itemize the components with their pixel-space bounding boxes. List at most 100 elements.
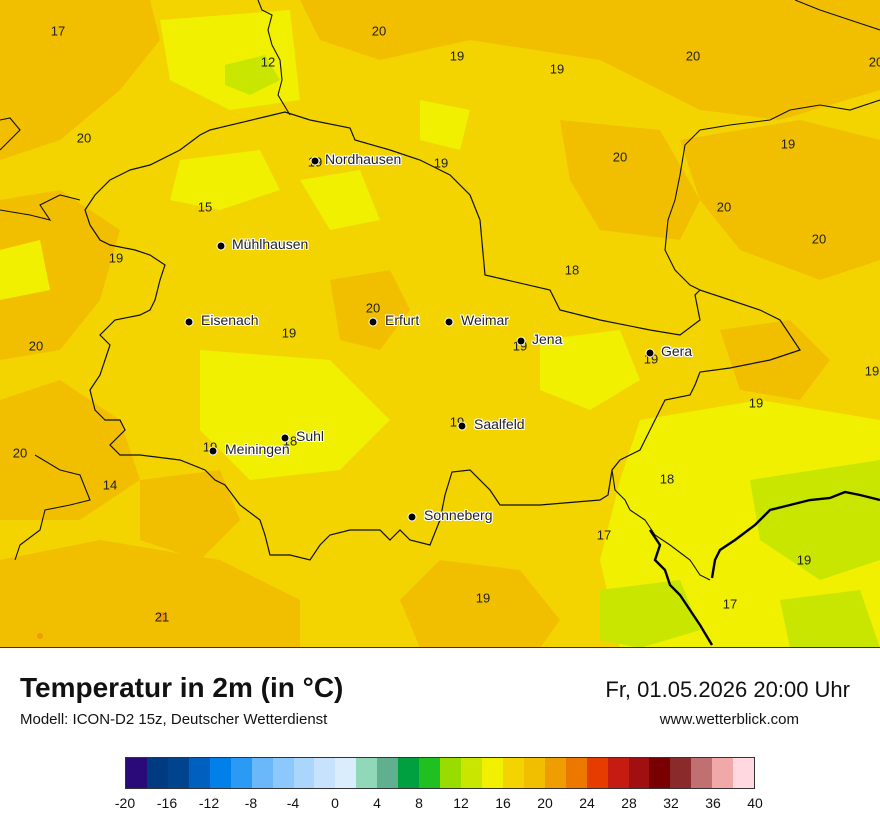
value-label: 20 bbox=[685, 48, 701, 64]
value-label: 19 bbox=[475, 590, 491, 606]
legend-tick-label: 16 bbox=[495, 795, 511, 811]
city-dot-suhl bbox=[280, 433, 290, 443]
value-label: 20 bbox=[868, 54, 880, 70]
legend-tick-label: 12 bbox=[453, 795, 469, 811]
value-label: 20 bbox=[612, 149, 628, 165]
city-label-muehlhausen: Mühlhausen bbox=[232, 236, 309, 252]
site-url: www.wetterblick.com bbox=[659, 711, 799, 728]
coldest-zones bbox=[225, 55, 880, 647]
city-label-suhl: Suhl bbox=[296, 428, 325, 444]
legend-swatch bbox=[167, 758, 189, 788]
city-label-weimar: Weimar bbox=[461, 312, 509, 328]
legend-swatch bbox=[481, 758, 503, 788]
legend-swatch bbox=[440, 758, 461, 788]
value-label: 19 bbox=[748, 395, 764, 411]
legend-tick-label: 28 bbox=[621, 795, 637, 811]
value-label: 20 bbox=[371, 23, 387, 39]
legend-swatch bbox=[356, 758, 378, 788]
legend-swatch bbox=[544, 758, 566, 788]
forecast-datetime: Fr, 01.05.2026 20:00 Uhr bbox=[605, 677, 850, 702]
neighbour-border-west bbox=[0, 117, 91, 561]
city-label-erfurt: Erfurt bbox=[385, 312, 420, 328]
value-label: 18 bbox=[564, 262, 580, 278]
value-label: 19 bbox=[108, 250, 124, 266]
legend-swatch bbox=[209, 758, 231, 788]
value-label: 20 bbox=[365, 300, 381, 316]
value-label: 19 bbox=[281, 325, 297, 341]
legend-swatch bbox=[293, 758, 315, 788]
legend-swatch bbox=[733, 758, 755, 788]
city-dot-meiningen bbox=[208, 446, 218, 456]
legend-swatch bbox=[188, 758, 210, 788]
model-info: Modell: ICON-D2 15z, Deutscher Wetterdie… bbox=[20, 711, 328, 728]
value-label: 19 bbox=[549, 61, 565, 77]
neighbour-border-south bbox=[611, 469, 711, 581]
value-label: 17 bbox=[596, 527, 612, 543]
legend-tick-label: 32 bbox=[663, 795, 679, 811]
hot-spots bbox=[37, 612, 167, 639]
city-dot-weimar bbox=[444, 317, 454, 327]
legend-tick-label: -4 bbox=[286, 795, 300, 811]
city-dot-sonneberg bbox=[407, 512, 417, 522]
value-label: 18 bbox=[659, 471, 675, 487]
legend-swatch bbox=[461, 758, 482, 788]
legend-swatch bbox=[314, 758, 336, 788]
legend-swatch bbox=[607, 758, 629, 788]
legend-tick-label: 8 bbox=[415, 795, 423, 811]
legend-swatch bbox=[251, 758, 273, 788]
legend-tick-label: -8 bbox=[244, 795, 258, 811]
city-label-nordhausen: Nordhausen bbox=[325, 151, 402, 167]
city-label-jena: Jena bbox=[532, 331, 563, 347]
warm-zones bbox=[0, 0, 880, 647]
city-dot-erfurt bbox=[368, 317, 378, 327]
legend-ticks: -20 -16 -12 -8 -4 0 4 8 12 16 20 24 28 32 36 40 bbox=[115, 795, 763, 813]
legend-tick-label: 20 bbox=[537, 795, 553, 811]
color-legend bbox=[125, 757, 755, 789]
value-label: 20 bbox=[811, 231, 827, 247]
city-dot-nordhausen bbox=[310, 156, 320, 166]
value-label: 19 bbox=[796, 552, 812, 568]
value-label: 20 bbox=[716, 199, 732, 215]
map-layer bbox=[0, 0, 880, 647]
legend-tick-label: 0 bbox=[331, 795, 339, 811]
legend-swatch bbox=[670, 758, 692, 788]
state-border bbox=[84, 111, 801, 561]
city-label-eisenach: Eisenach bbox=[201, 312, 259, 328]
city-dot-saalfeld bbox=[457, 421, 467, 431]
map-title: Temperatur in 2m (in °C) bbox=[20, 672, 344, 703]
temperature-map: 17 20 12 19 19 20 20 20 19 19 20 19 15 2… bbox=[0, 0, 880, 648]
legend-swatch bbox=[565, 758, 587, 788]
city-label-gera: Gera bbox=[661, 343, 693, 359]
value-label: 20 bbox=[76, 130, 92, 146]
value-label: 14 bbox=[102, 477, 118, 493]
city-label-sonneberg: Sonneberg bbox=[424, 507, 493, 523]
legend-swatch bbox=[523, 758, 545, 788]
city-dot-muehlhausen bbox=[216, 241, 226, 251]
legend-tick-label: 40 bbox=[747, 795, 763, 811]
legend-swatch bbox=[335, 758, 357, 788]
legend-swatch bbox=[126, 758, 147, 788]
legend-swatch bbox=[691, 758, 713, 788]
legend-tick-label: -20 bbox=[114, 795, 136, 811]
value-label: 21 bbox=[154, 609, 170, 625]
city-dot-jena bbox=[516, 336, 526, 346]
city-label-saalfeld: Saalfeld bbox=[474, 416, 525, 432]
value-label: 17 bbox=[722, 596, 738, 612]
legend-swatch bbox=[649, 758, 671, 788]
value-label: 20 bbox=[12, 445, 28, 461]
national-border bbox=[649, 490, 880, 646]
neighbour-border-east bbox=[664, 0, 880, 291]
legend-tick-label: -16 bbox=[156, 795, 178, 811]
value-label: 19 bbox=[449, 48, 465, 64]
legend-swatch bbox=[230, 758, 252, 788]
legend-swatch bbox=[502, 758, 524, 788]
value-label: 19 bbox=[780, 136, 796, 152]
cool-zones bbox=[0, 10, 880, 647]
legend-swatch bbox=[628, 758, 650, 788]
legend-swatch bbox=[398, 758, 420, 788]
city-dot-eisenach bbox=[184, 317, 194, 327]
legend-swatch bbox=[419, 758, 441, 788]
legend-tick-label: 24 bbox=[579, 795, 595, 811]
value-label: 15 bbox=[197, 199, 213, 215]
legend-tick-label: -12 bbox=[198, 795, 220, 811]
